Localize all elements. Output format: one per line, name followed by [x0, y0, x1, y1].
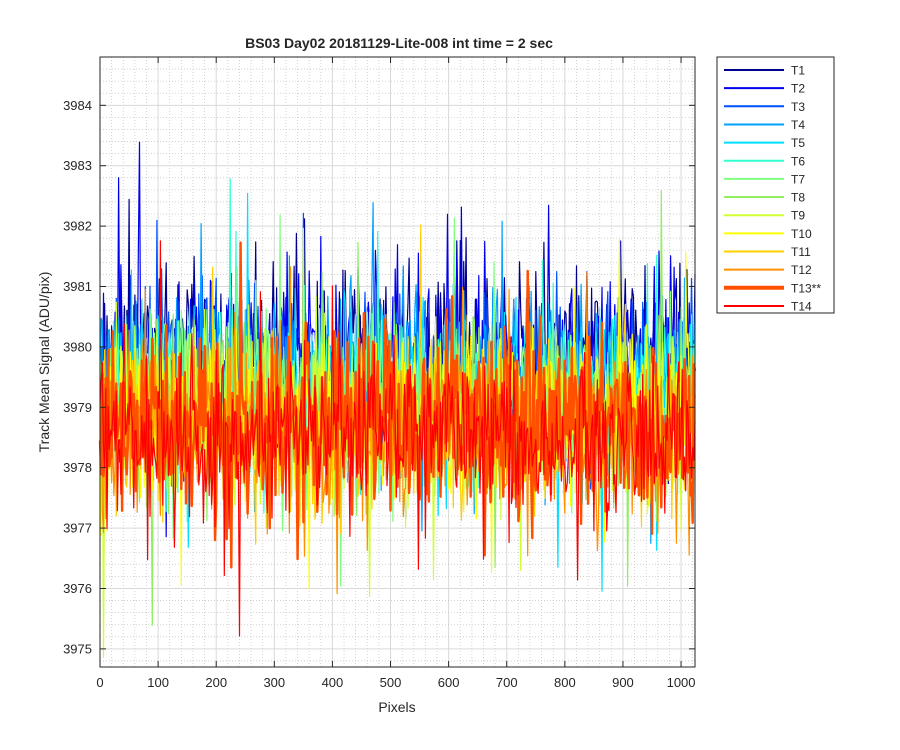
- legend-label: T14: [791, 299, 812, 313]
- y-axis-label: Track Mean Signal (ADU/pix): [36, 272, 52, 453]
- legend-items: T1 T2 T3 T4 T5 T6 T7 T8 T9 T10 T11 T12 T13** T14: [724, 64, 821, 313]
- y-tick-label: 3984: [63, 98, 92, 113]
- x-tick-label: 800: [554, 675, 576, 690]
- ticks: 0 100 200 300 400 500 600 700 800 900 1000 3975 3976…: [63, 57, 696, 690]
- legend-label: T4: [791, 118, 805, 132]
- x-tick-label: 500: [380, 675, 402, 690]
- y-tick-label: 3982: [63, 219, 92, 234]
- legend-label: T3: [791, 100, 805, 114]
- x-tick-label: 400: [322, 675, 344, 690]
- legend-label: T9: [791, 209, 805, 223]
- y-tick-label: 3977: [63, 521, 92, 536]
- legend-label: T12: [791, 263, 812, 277]
- series-layer: [98, 141, 697, 658]
- x-tick-label: 600: [438, 675, 460, 690]
- x-tick-label: 100: [147, 675, 169, 690]
- series-line-T14: [99, 240, 696, 637]
- y-tick-label: 3976: [63, 581, 92, 596]
- y-tick-label: 3978: [63, 460, 92, 475]
- y-tick-label: 3980: [63, 339, 92, 354]
- x-tick-label: 900: [612, 675, 634, 690]
- legend-label: T8: [791, 191, 805, 205]
- legend-label: T7: [791, 172, 805, 186]
- y-tick-label: 3975: [63, 641, 92, 656]
- legend-box: [716, 56, 835, 314]
- legend-label: T13**: [791, 281, 821, 295]
- y-tick-label: 3981: [63, 279, 92, 294]
- legend-label: T5: [791, 136, 805, 150]
- legend-label: T6: [791, 154, 805, 168]
- legend[interactable]: T1 T2 T3 T4 T5 T6 T7 T8 T9 T10 T11 T12 T13** T14: [716, 56, 835, 314]
- x-tick-label: 1000: [667, 675, 696, 690]
- axes-box: [99, 56, 696, 668]
- legend-label: T1: [791, 64, 805, 78]
- legend-label: T2: [791, 82, 805, 96]
- x-tick-label: 0: [96, 675, 103, 690]
- chart-title: BS03 Day02 20181129-Lite-008 int time = …: [245, 35, 553, 51]
- legend-label: T10: [791, 227, 812, 241]
- x-tick-label: 200: [205, 675, 227, 690]
- x-axis-label: Pixels: [378, 699, 415, 715]
- legend-label: T11: [791, 245, 811, 259]
- x-tick-label: 700: [496, 675, 518, 690]
- y-tick-label: 3979: [63, 400, 92, 415]
- y-tick-label: 3983: [63, 158, 92, 173]
- x-tick-label: 300: [263, 675, 285, 690]
